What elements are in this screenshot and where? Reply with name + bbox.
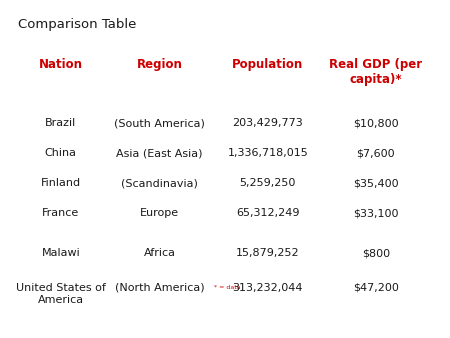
Text: Europe: Europe xyxy=(140,208,179,218)
Text: Asia (East Asia): Asia (East Asia) xyxy=(117,148,203,158)
Text: Brazil: Brazil xyxy=(45,118,76,128)
Text: 313,232,044: 313,232,044 xyxy=(233,283,303,293)
Text: (Scandinavia): (Scandinavia) xyxy=(122,178,198,188)
Text: (South America): (South America) xyxy=(114,118,205,128)
Text: * = data: * = data xyxy=(214,285,241,290)
Text: $10,800: $10,800 xyxy=(353,118,399,128)
Text: $7,600: $7,600 xyxy=(356,148,395,158)
Text: Finland: Finland xyxy=(40,178,81,188)
Text: Region: Region xyxy=(137,58,183,71)
Text: (North America): (North America) xyxy=(115,283,205,293)
Text: Real GDP (per
capita)*: Real GDP (per capita)* xyxy=(329,58,422,86)
Text: Africa: Africa xyxy=(144,248,176,258)
Text: Nation: Nation xyxy=(39,58,83,71)
Text: $47,200: $47,200 xyxy=(353,283,399,293)
Text: United States of
America: United States of America xyxy=(16,283,106,305)
Text: 203,429,773: 203,429,773 xyxy=(232,118,303,128)
Text: $33,100: $33,100 xyxy=(353,208,399,218)
Text: Population: Population xyxy=(232,58,303,71)
Text: China: China xyxy=(45,148,77,158)
Text: 1,336,718,015: 1,336,718,015 xyxy=(227,148,308,158)
Text: Comparison Table: Comparison Table xyxy=(18,18,136,31)
Text: 65,312,249: 65,312,249 xyxy=(236,208,300,218)
Text: Malawi: Malawi xyxy=(41,248,80,258)
Text: 15,879,252: 15,879,252 xyxy=(236,248,300,258)
Text: France: France xyxy=(42,208,79,218)
Text: $35,400: $35,400 xyxy=(353,178,399,188)
Text: 5,259,250: 5,259,250 xyxy=(239,178,296,188)
Text: $800: $800 xyxy=(362,248,390,258)
